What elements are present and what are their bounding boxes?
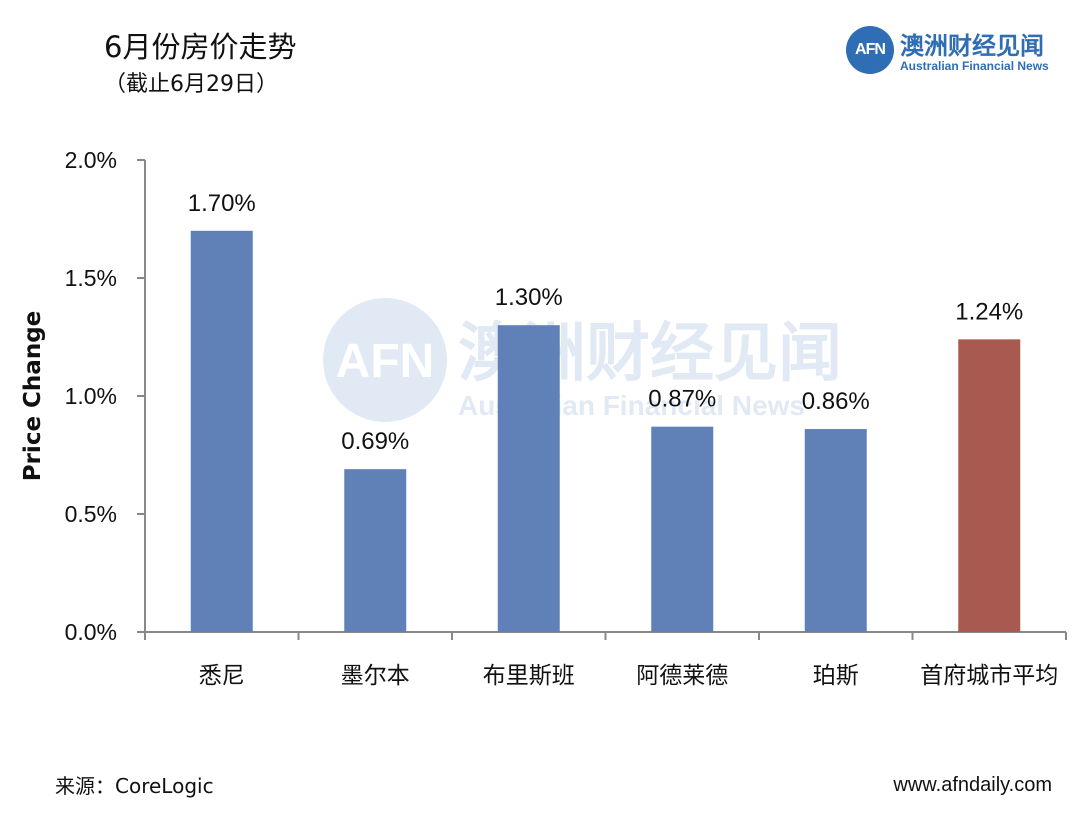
y-tick-label: 1.0% bbox=[65, 383, 117, 409]
y-axis-label: Price Change bbox=[20, 311, 46, 482]
bar bbox=[497, 325, 560, 632]
bar-value-label: 1.30% bbox=[495, 284, 563, 311]
y-tick-label: 2.0% bbox=[65, 147, 117, 173]
bar bbox=[344, 469, 407, 632]
x-tick-label: 布里斯班 bbox=[483, 663, 575, 689]
afn-logo-mark: AFN bbox=[846, 26, 894, 74]
bar bbox=[804, 429, 867, 632]
watermark: AFN 澳洲财经见闻 Australian Financial News bbox=[323, 298, 842, 422]
afn-logo-name-en: Australian Financial News bbox=[900, 59, 1049, 73]
page-subtitle: （截止6月29日） bbox=[104, 72, 278, 97]
x-tick-label: 墨尔本 bbox=[341, 663, 410, 689]
y-tick-label: 0.5% bbox=[65, 501, 117, 527]
bar bbox=[190, 230, 253, 633]
bar-value-label: 0.86% bbox=[802, 388, 870, 415]
bar-value-label: 1.24% bbox=[955, 298, 1023, 325]
bar-value-label: 1.70% bbox=[188, 190, 256, 217]
page-title: 6月份房价走势 bbox=[104, 30, 297, 64]
bar-value-label: 0.69% bbox=[341, 428, 409, 455]
afn-logo: AFN 澳洲财经见闻 Australian Financial News bbox=[846, 26, 1056, 76]
source-note: 来源：CoreLogic bbox=[55, 774, 214, 798]
y-tick-label: 1.5% bbox=[65, 265, 117, 291]
x-tick-label: 珀斯 bbox=[813, 663, 859, 689]
website-url[interactable]: www.afndaily.com bbox=[893, 774, 1052, 796]
y-tick-label: 0.0% bbox=[65, 619, 117, 645]
afn-logo-name-cn: 澳洲财经见闻 bbox=[900, 32, 1044, 60]
watermark-circle bbox=[323, 298, 447, 422]
x-tick-label: 阿德莱德 bbox=[636, 663, 728, 689]
watermark-mark: AFN bbox=[336, 335, 435, 388]
x-tick-label: 悉尼 bbox=[199, 663, 245, 689]
bar-value-label: 0.87% bbox=[648, 386, 716, 413]
bar bbox=[958, 339, 1021, 632]
bar bbox=[651, 426, 714, 632]
x-tick-label: 首府城市平均 bbox=[920, 663, 1058, 689]
